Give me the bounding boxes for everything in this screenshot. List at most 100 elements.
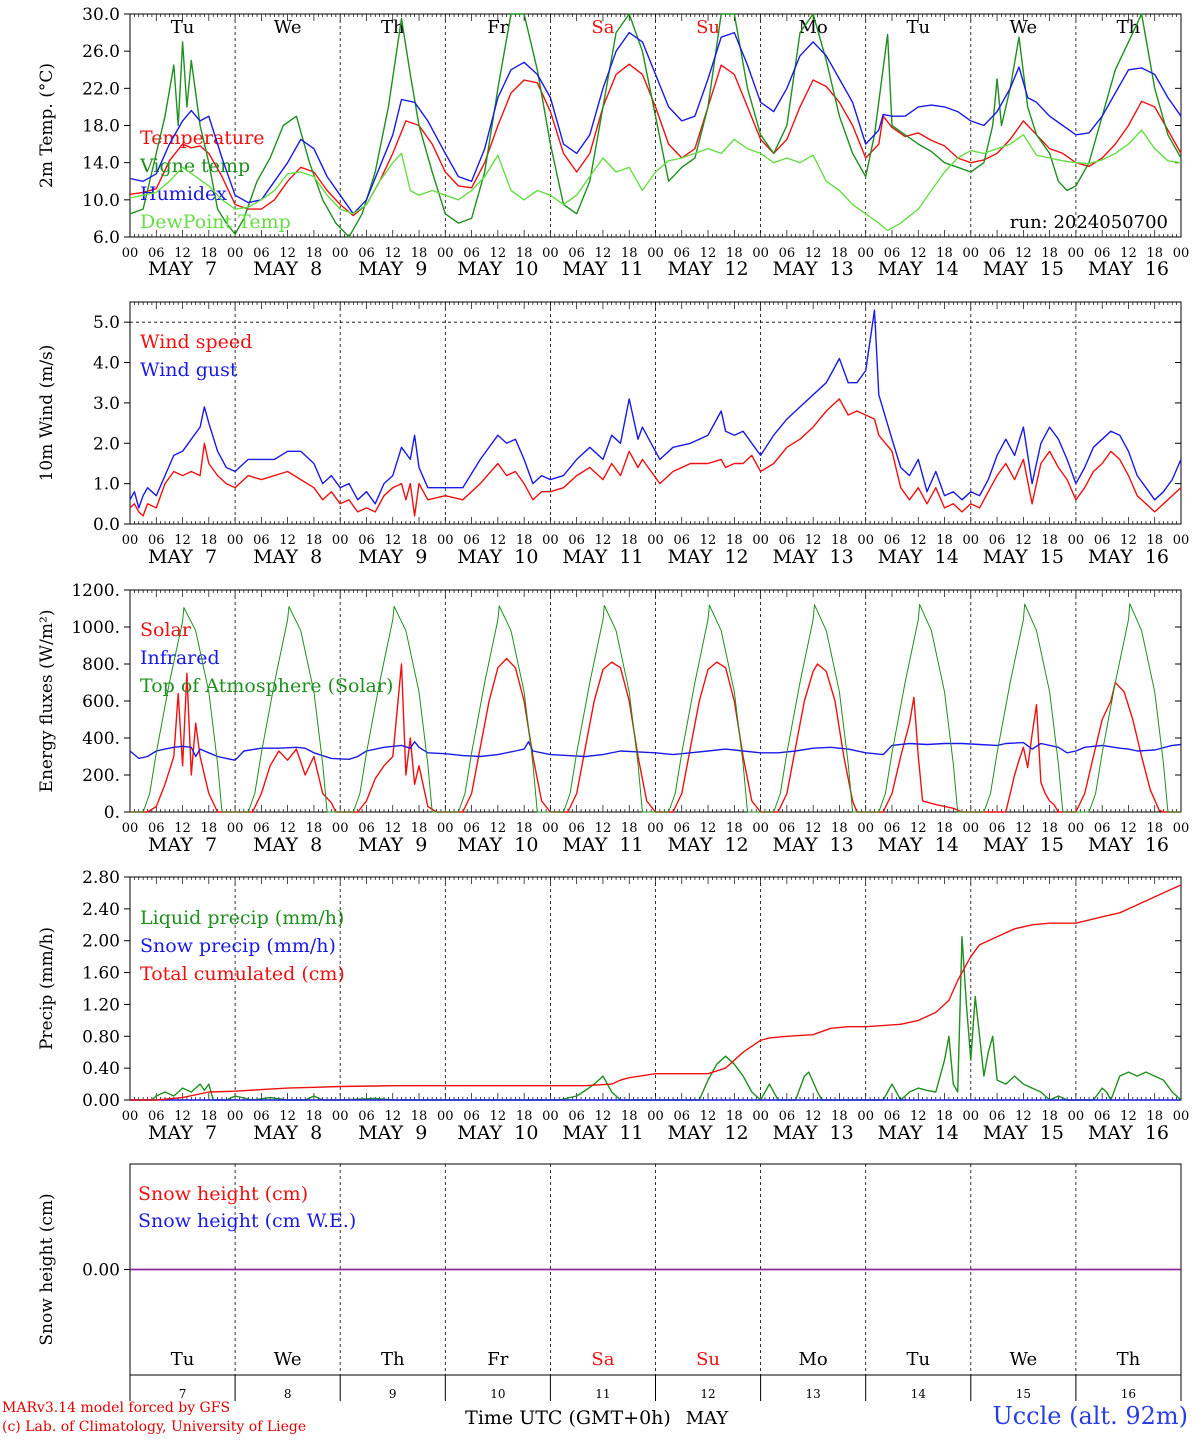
y-axis-title: Precip (mm/h) bbox=[37, 927, 57, 1050]
weekday-label: Th bbox=[1117, 1349, 1141, 1370]
legend-entry: Snow precip (mm/h) bbox=[140, 935, 336, 957]
date-label: MAY 7 bbox=[148, 546, 217, 568]
legend-entry: Snow height (cm) bbox=[138, 1183, 308, 1205]
date-label: MAY 15 bbox=[983, 546, 1064, 568]
hour-tick-label: 12 bbox=[174, 821, 191, 836]
date-day: 12 bbox=[724, 1122, 748, 1144]
date-label: MAY 15 bbox=[983, 1122, 1064, 1144]
date-label: MAY 12 bbox=[667, 1122, 748, 1144]
weekday-label: Tu bbox=[906, 17, 930, 38]
hour-tick-label: 06 bbox=[884, 821, 901, 836]
date-day: 7 bbox=[205, 258, 217, 280]
y-tick-label: 0.80 bbox=[82, 1027, 120, 1047]
date-month: MAY bbox=[457, 546, 508, 568]
date-label: MAY 16 bbox=[1088, 1122, 1169, 1144]
hour-tick-label: 06 bbox=[148, 1109, 165, 1124]
hour-tick-label: 18 bbox=[411, 246, 428, 261]
hour-tick-label: 18 bbox=[831, 1109, 848, 1124]
date-day: 14 bbox=[935, 834, 959, 856]
hour-tick-label: 00 bbox=[857, 1109, 874, 1124]
y-tick-label: 0.40 bbox=[82, 1059, 120, 1079]
y-tick-label: 200. bbox=[82, 766, 120, 786]
date-label: MAY 13 bbox=[773, 834, 854, 856]
legend-entry: Liquid precip (mm/h) bbox=[140, 907, 344, 929]
hour-tick-label: 18 bbox=[936, 246, 953, 261]
hour-tick-label: 00 bbox=[227, 533, 244, 548]
date-month: MAY bbox=[773, 258, 824, 280]
hour-tick-label: 12 bbox=[910, 821, 927, 836]
hour-tick-label: 06 bbox=[463, 246, 480, 261]
hour-tick-label: 00 bbox=[963, 821, 980, 836]
date-day: 9 bbox=[415, 1122, 427, 1144]
date-month: MAY bbox=[1088, 834, 1139, 856]
hour-tick-label: 12 bbox=[805, 1109, 822, 1124]
weekday-label: Su bbox=[696, 17, 720, 38]
hour-tick-label: 12 bbox=[700, 533, 717, 548]
hour-tick-label: 12 bbox=[174, 246, 191, 261]
date-label: MAY 12 bbox=[667, 834, 748, 856]
date-label: MAY 9 bbox=[358, 834, 427, 856]
date-label: MAY 8 bbox=[253, 1122, 322, 1144]
y-tick-label: 30.0 bbox=[82, 5, 120, 25]
hour-tick-label: 00 bbox=[857, 246, 874, 261]
date-day: 16 bbox=[1145, 1122, 1169, 1144]
hour-tick-label: 06 bbox=[568, 533, 585, 548]
hour-tick-label: 06 bbox=[253, 821, 270, 836]
hour-tick-label: 12 bbox=[1120, 821, 1137, 836]
weekday-label: Fr bbox=[487, 1349, 508, 1370]
date-day: 9 bbox=[415, 258, 427, 280]
date-label: MAY 7 bbox=[148, 1122, 217, 1144]
hour-tick-label: 12 bbox=[805, 246, 822, 261]
date-day: 12 bbox=[724, 546, 748, 568]
hour-tick-label: 18 bbox=[831, 246, 848, 261]
hour-tick-label: 06 bbox=[989, 533, 1006, 548]
hour-tick-label: 06 bbox=[884, 246, 901, 261]
y-tick-label: 5.0 bbox=[93, 313, 120, 333]
date-month: MAY bbox=[878, 834, 929, 856]
hour-tick-label: 00 bbox=[1173, 1109, 1190, 1124]
hour-tick-label: 18 bbox=[1146, 821, 1163, 836]
date-month: MAY bbox=[457, 258, 508, 280]
y-tick-label: 1200. bbox=[71, 581, 120, 601]
y-tick-label: 600. bbox=[82, 692, 120, 712]
hour-tick-label: 18 bbox=[306, 533, 323, 548]
hour-tick-label: 12 bbox=[1120, 246, 1137, 261]
date-day: 13 bbox=[830, 834, 854, 856]
weekday-label: We bbox=[1010, 1349, 1038, 1370]
hour-tick-label: 06 bbox=[253, 533, 270, 548]
y-tick-label: 0. bbox=[104, 803, 120, 823]
hour-tick-label: 18 bbox=[831, 533, 848, 548]
series-line-top-of-atmosphere-solar bbox=[130, 603, 1181, 813]
hour-tick-label: 06 bbox=[1094, 533, 1111, 548]
hour-tick-label: 06 bbox=[989, 821, 1006, 836]
panel-snow: 0.00 Snow height (cm) Snow height (cm) Snow… bbox=[37, 1163, 1182, 1429]
weekday-label: Sa bbox=[591, 1349, 614, 1370]
date-month: MAY bbox=[878, 1122, 929, 1144]
date-label: MAY 14 bbox=[878, 546, 959, 568]
hour-tick-label: 18 bbox=[306, 1109, 323, 1124]
date-label: MAY 7 bbox=[148, 834, 217, 856]
legend-entry: Infrared bbox=[140, 647, 220, 669]
date-label: MAY 12 bbox=[667, 258, 748, 280]
date-month: MAY bbox=[667, 834, 718, 856]
date-month: MAY bbox=[358, 546, 409, 568]
hour-tick-label: 00 bbox=[963, 246, 980, 261]
date-label: MAY 16 bbox=[1088, 546, 1169, 568]
date-month: MAY bbox=[1088, 258, 1139, 280]
date-day: 10 bbox=[514, 258, 538, 280]
hour-tick-label: 06 bbox=[568, 246, 585, 261]
hour-tick-label: 00 bbox=[1068, 821, 1085, 836]
date-label: MAY 7 bbox=[148, 258, 217, 280]
hour-tick-label: 00 bbox=[542, 246, 559, 261]
hour-tick-label: 12 bbox=[1015, 821, 1032, 836]
date-month: MAY bbox=[562, 834, 613, 856]
date-month: MAY bbox=[983, 258, 1034, 280]
hour-tick-label: 18 bbox=[411, 1109, 428, 1124]
date-number: 10 bbox=[490, 1387, 505, 1401]
date-number: 7 bbox=[179, 1387, 187, 1401]
hour-tick-label: 06 bbox=[674, 1109, 691, 1124]
hour-tick-label: 18 bbox=[831, 821, 848, 836]
hour-tick-label: 12 bbox=[1120, 1109, 1137, 1124]
y-tick-label: 22.0 bbox=[82, 79, 120, 99]
y-tick-label: 1.60 bbox=[82, 964, 120, 984]
